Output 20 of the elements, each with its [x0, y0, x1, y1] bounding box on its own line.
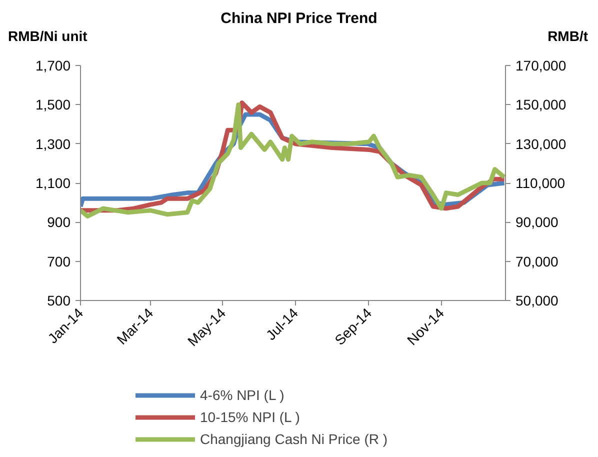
y2-tick-label: 70,000	[516, 253, 559, 270]
legend-label: 10-15% NPI (L )	[200, 409, 300, 425]
legend-label: Changjiang Cash Ni Price (R )	[200, 431, 388, 447]
y2-tick-label: 130,000	[516, 136, 566, 152]
y-tick-label: 1,300	[35, 136, 71, 152]
y-tick-label: 700	[47, 253, 71, 270]
y2-tick-label: 50,000	[516, 292, 559, 308]
y-tick-label: 1,500	[35, 96, 71, 113]
y-tick-label: 500	[47, 292, 71, 308]
title: China NPI Price Trend	[220, 9, 378, 29]
y2-tick-label: 90,000	[516, 214, 559, 230]
y2-tick-label: 170,000	[516, 58, 566, 74]
y2label: RMB/t	[548, 27, 588, 46]
legend-label: 4-6% NPI (L )	[200, 387, 284, 403]
y-tick-label: 900	[47, 214, 71, 230]
ylabel: RMB/Ni unit	[8, 27, 88, 46]
y2-tick-label: 110,000	[516, 175, 566, 191]
y-tick-label: 1,700	[35, 58, 71, 74]
y-tick-label: 1,100	[35, 175, 71, 191]
y2-tick-label: 150,000	[516, 96, 566, 113]
